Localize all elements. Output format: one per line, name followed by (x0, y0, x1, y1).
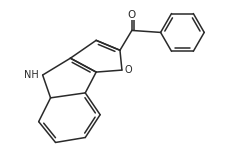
Text: NH: NH (24, 70, 39, 80)
Text: O: O (125, 65, 133, 75)
Text: O: O (128, 9, 136, 20)
